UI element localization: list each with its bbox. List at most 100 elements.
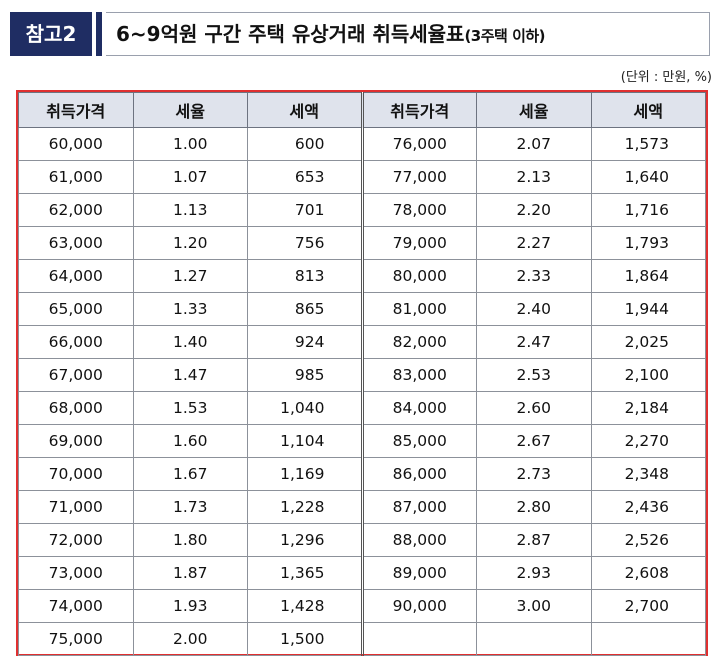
title-box: 6~9억원 구간 주택 유상거래 취득세율표(3주택 이하) (106, 12, 710, 56)
table-cell: 1.67 (132, 457, 248, 491)
table-cell: 77,000 (360, 160, 477, 194)
column-header: 취득가격 (360, 92, 477, 128)
table-cell: 2.20 (476, 193, 592, 227)
table-cell: 2.73 (476, 457, 592, 491)
table-cell: 1,573 (590, 127, 706, 161)
table-cell: 89,000 (360, 556, 477, 590)
table-cell: 2,700 (590, 589, 706, 623)
header-accent-bar (96, 12, 102, 56)
table-cell: 71,000 (18, 490, 134, 524)
table-cell: 2.13 (476, 160, 592, 194)
table-cell: 79,000 (360, 226, 477, 260)
table-cell: 70,000 (18, 457, 134, 491)
table-cell: 1.20 (132, 226, 248, 260)
table-cell: 2.67 (476, 424, 592, 458)
table-cell: 1.73 (132, 490, 248, 524)
table-cell: 67,000 (18, 358, 134, 392)
tax-rate-table-frame: 취득가격 세율 세액 취득가격 세율 세액 60,000 1.00 600 76,00… (16, 90, 708, 656)
table-cell: 1.87 (132, 556, 248, 590)
table-cell: 2,025 (590, 325, 706, 359)
table-row: 67,000 1.47 985 83,000 2.53 2,100 (18, 358, 706, 392)
table-cell: 1.07 (132, 160, 248, 194)
document-title-suffix: (3주택 이하) (464, 27, 546, 45)
table-cell: 83,000 (360, 358, 477, 392)
table-row: 61,000 1.07 653 77,000 2.13 1,640 (18, 160, 706, 194)
table-cell: 1,104 (247, 424, 363, 458)
table-cell: 1.27 (132, 259, 248, 293)
table-cell: 2.53 (476, 358, 592, 392)
table-cell (360, 622, 477, 656)
table-row: 71,000 1.73 1,228 87,000 2.80 2,436 (18, 490, 706, 524)
table-cell: 87,000 (360, 490, 477, 524)
column-header: 취득가격 (18, 92, 134, 128)
table-cell (590, 622, 706, 656)
table-cell: 86,000 (360, 457, 477, 491)
table-cell: 1,296 (247, 523, 363, 557)
table-cell: 68,000 (18, 391, 134, 425)
table-row: 73,000 1.87 1,365 89,000 2.93 2,608 (18, 556, 706, 590)
table-cell: 2.07 (476, 127, 592, 161)
table-cell: 76,000 (360, 127, 477, 161)
table-row: 65,000 1.33 865 81,000 2.40 1,944 (18, 292, 706, 326)
table-cell: 1,228 (247, 490, 363, 524)
table-cell: 2,608 (590, 556, 706, 590)
table-cell: 653 (247, 160, 363, 194)
table-cell: 1.93 (132, 589, 248, 623)
table-cell: 1.60 (132, 424, 248, 458)
table-cell: 66,000 (18, 325, 134, 359)
table-row: 72,000 1.80 1,296 88,000 2.87 2,526 (18, 523, 706, 557)
document-header: 참고2 6~9억원 구간 주택 유상거래 취득세율표(3주택 이하) (10, 12, 710, 56)
table-cell: 1,864 (590, 259, 706, 293)
table-cell: 74,000 (18, 589, 134, 623)
table-cell: 2,100 (590, 358, 706, 392)
table-cell: 2.60 (476, 391, 592, 425)
table-cell: 63,000 (18, 226, 134, 260)
document-title-main: 6~9억원 구간 주택 유상거래 취득세율표 (116, 22, 465, 46)
table-cell: 2.33 (476, 259, 592, 293)
table-cell: 1.53 (132, 391, 248, 425)
table-cell: 2.27 (476, 226, 592, 260)
table-cell: 1.47 (132, 358, 248, 392)
table-cell: 813 (247, 259, 363, 293)
document-title: 6~9억원 구간 주택 유상거래 취득세율표(3주택 이하) (116, 13, 546, 57)
table-cell: 64,000 (18, 259, 134, 293)
table-header-row: 취득가격 세율 세액 취득가격 세율 세액 (18, 92, 706, 128)
reference-badge: 참고2 (10, 12, 92, 56)
table-cell: 61,000 (18, 160, 134, 194)
column-header: 세액 (590, 92, 706, 128)
table-cell: 2.47 (476, 325, 592, 359)
table-row: 63,000 1.20 756 79,000 2.27 1,793 (18, 226, 706, 260)
table-cell: 1,640 (590, 160, 706, 194)
table-row: 62,000 1.13 701 78,000 2.20 1,716 (18, 193, 706, 227)
table-cell: 1.80 (132, 523, 248, 557)
column-header: 세액 (247, 92, 363, 128)
table-cell: 1,793 (590, 226, 706, 260)
table-cell: 88,000 (360, 523, 477, 557)
table-cell: 2.93 (476, 556, 592, 590)
table-row: 75,000 2.00 1,500 (18, 622, 706, 656)
table-cell: 2.80 (476, 490, 592, 524)
table-cell: 1,428 (247, 589, 363, 623)
table-cell: 1,716 (590, 193, 706, 227)
table-cell: 1,500 (247, 622, 363, 656)
table-row: 74,000 1.93 1,428 90,000 3.00 2,700 (18, 589, 706, 623)
table-row: 68,000 1.53 1,040 84,000 2.60 2,184 (18, 391, 706, 425)
table-cell: 78,000 (360, 193, 477, 227)
table-cell: 2,184 (590, 391, 706, 425)
table-cell: 1.33 (132, 292, 248, 326)
table-cell: 924 (247, 325, 363, 359)
table-cell: 985 (247, 358, 363, 392)
table-cell: 1,040 (247, 391, 363, 425)
table-cell: 2,436 (590, 490, 706, 524)
unit-note: (단위 : 만원, %) (620, 70, 712, 85)
column-header: 세율 (132, 92, 248, 128)
table-cell: 85,000 (360, 424, 477, 458)
table-cell: 81,000 (360, 292, 477, 326)
table-cell: 1,944 (590, 292, 706, 326)
table-cell: 1,169 (247, 457, 363, 491)
table-cell: 600 (247, 127, 363, 161)
table-cell: 75,000 (18, 622, 134, 656)
tax-rate-table: 취득가격 세율 세액 취득가격 세율 세액 60,000 1.00 600 76,00… (18, 92, 706, 656)
table-row: 69,000 1.60 1,104 85,000 2.67 2,270 (18, 424, 706, 458)
table-cell: 865 (247, 292, 363, 326)
